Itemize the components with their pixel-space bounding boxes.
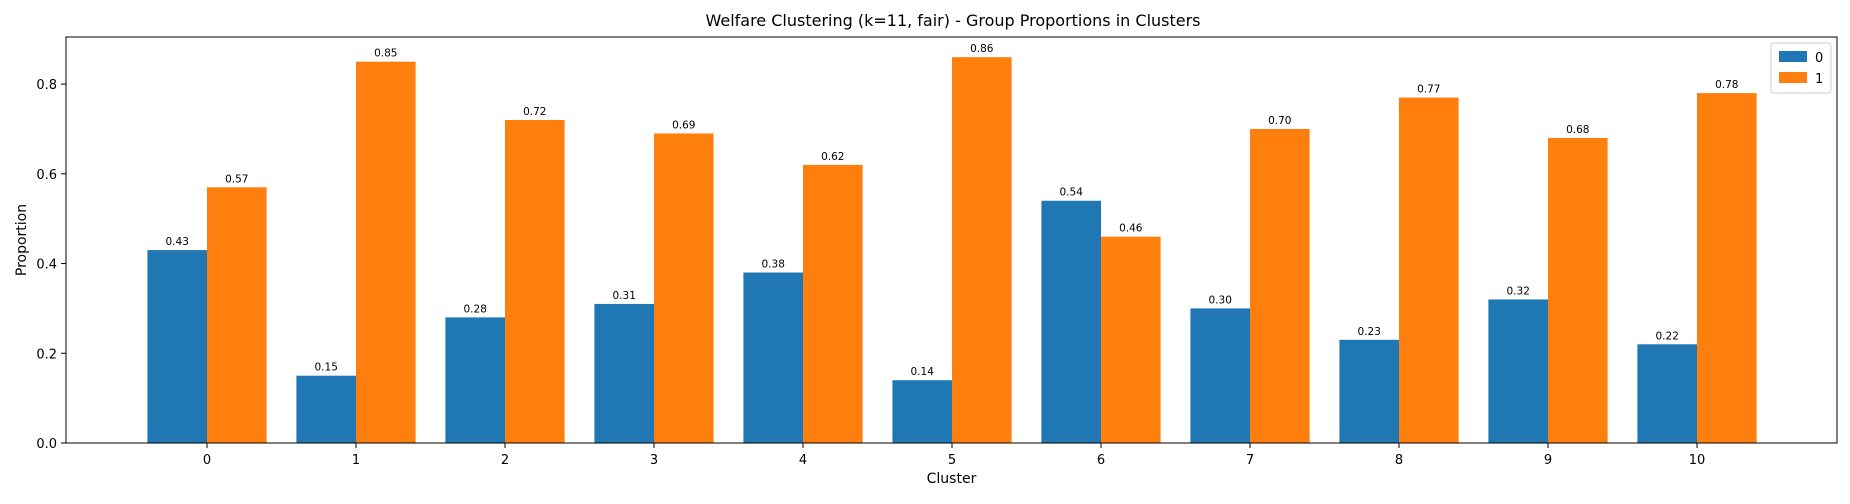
x-axis-label: Cluster bbox=[927, 471, 977, 487]
x-tick-label: 6 bbox=[1097, 453, 1105, 468]
bar-value-label: 0.68 bbox=[1566, 124, 1589, 136]
y-tick-label: 0.8 bbox=[36, 78, 57, 93]
legend-swatch bbox=[1779, 51, 1807, 62]
bar-value-label: 0.70 bbox=[1268, 115, 1291, 127]
bar-value-label: 0.43 bbox=[166, 236, 189, 248]
y-axis-label: Proportion bbox=[14, 204, 30, 276]
legend-swatch bbox=[1779, 72, 1807, 83]
x-tick-label: 4 bbox=[799, 453, 807, 468]
x-tick-label: 10 bbox=[1689, 453, 1706, 468]
bar-series-1 bbox=[1250, 128, 1310, 443]
bar-series-1 bbox=[207, 187, 267, 443]
bar-series-1 bbox=[654, 133, 714, 443]
x-tick-label: 5 bbox=[948, 453, 956, 468]
bar-value-labels: 0.43 0.15 0.28 0.31 0.38 0.14 0.54 0.30 0.23 0.32… bbox=[166, 43, 1739, 378]
bar-series-0 bbox=[1488, 299, 1548, 443]
bar-series-0 bbox=[1190, 308, 1250, 443]
bar-value-label: 0.22 bbox=[1656, 330, 1679, 342]
legend-label: 0 bbox=[1815, 51, 1823, 66]
axes: 0.0 0.2 0.4 0.6 0.8 0 1 2 3 4 5 6 7 8 9 10 bbox=[36, 78, 1705, 468]
bar-value-label: 0.23 bbox=[1358, 326, 1381, 338]
y-tick-label: 0.0 bbox=[36, 437, 57, 452]
bar-series-1 bbox=[356, 61, 416, 443]
bar-value-label: 0.28 bbox=[464, 303, 487, 315]
bar-value-label: 0.30 bbox=[1209, 294, 1232, 306]
bar-series-0 bbox=[892, 380, 952, 443]
bar-value-label: 0.46 bbox=[1119, 223, 1143, 235]
bar-series-1 bbox=[1697, 93, 1757, 444]
bars bbox=[147, 57, 1757, 444]
y-tick-label: 0.2 bbox=[36, 347, 57, 362]
bar-series-1 bbox=[803, 164, 863, 443]
bar-value-label: 0.86 bbox=[970, 43, 994, 55]
x-tick-label: 9 bbox=[1544, 453, 1552, 468]
x-tick-label: 8 bbox=[1395, 453, 1403, 468]
chart-title: Welfare Clustering (k=11, fair) - Group … bbox=[705, 11, 1200, 30]
bar-series-0 bbox=[296, 375, 356, 443]
legend: 01 bbox=[1770, 42, 1832, 94]
bar-value-label: 0.78 bbox=[1715, 79, 1738, 91]
bar-series-0 bbox=[1637, 344, 1697, 443]
bar-series-1 bbox=[952, 57, 1012, 444]
bar-value-label: 0.15 bbox=[315, 362, 338, 374]
plot-frame bbox=[65, 36, 1838, 444]
bar-series-1 bbox=[1101, 236, 1161, 443]
y-tick-label: 0.6 bbox=[36, 168, 57, 183]
bar-value-label: 0.57 bbox=[225, 173, 248, 185]
bar-value-label: 0.62 bbox=[821, 151, 844, 163]
bar-series-1 bbox=[1548, 137, 1608, 444]
x-tick-label: 7 bbox=[1246, 453, 1254, 468]
y-tick-label: 0.4 bbox=[36, 258, 57, 273]
legend-label: 1 bbox=[1815, 72, 1823, 87]
x-tick-label: 0 bbox=[203, 453, 211, 468]
bar-series-0 bbox=[1041, 200, 1101, 443]
bar-value-label: 0.32 bbox=[1507, 285, 1530, 297]
bar-series-0 bbox=[743, 272, 803, 443]
bar-series-1 bbox=[505, 119, 565, 443]
bar-value-label: 0.77 bbox=[1417, 84, 1440, 96]
x-tick-label: 1 bbox=[352, 453, 360, 468]
bar-series-0 bbox=[445, 317, 505, 443]
bar-series-0 bbox=[147, 250, 207, 443]
bar-value-label: 0.38 bbox=[762, 259, 785, 271]
bar-series-0 bbox=[594, 303, 654, 443]
x-tick-label: 2 bbox=[501, 453, 509, 468]
bar-value-label: 0.72 bbox=[523, 106, 546, 118]
bar-series-1 bbox=[1399, 97, 1459, 443]
bar-value-label: 0.14 bbox=[911, 366, 935, 378]
bar-value-label: 0.69 bbox=[672, 119, 695, 131]
bar-series-0 bbox=[1339, 339, 1399, 443]
x-tick-label: 3 bbox=[650, 453, 658, 468]
bar-value-label: 0.31 bbox=[613, 290, 636, 302]
bar-value-label: 0.85 bbox=[374, 48, 397, 60]
bar-value-label: 0.54 bbox=[1060, 187, 1084, 199]
